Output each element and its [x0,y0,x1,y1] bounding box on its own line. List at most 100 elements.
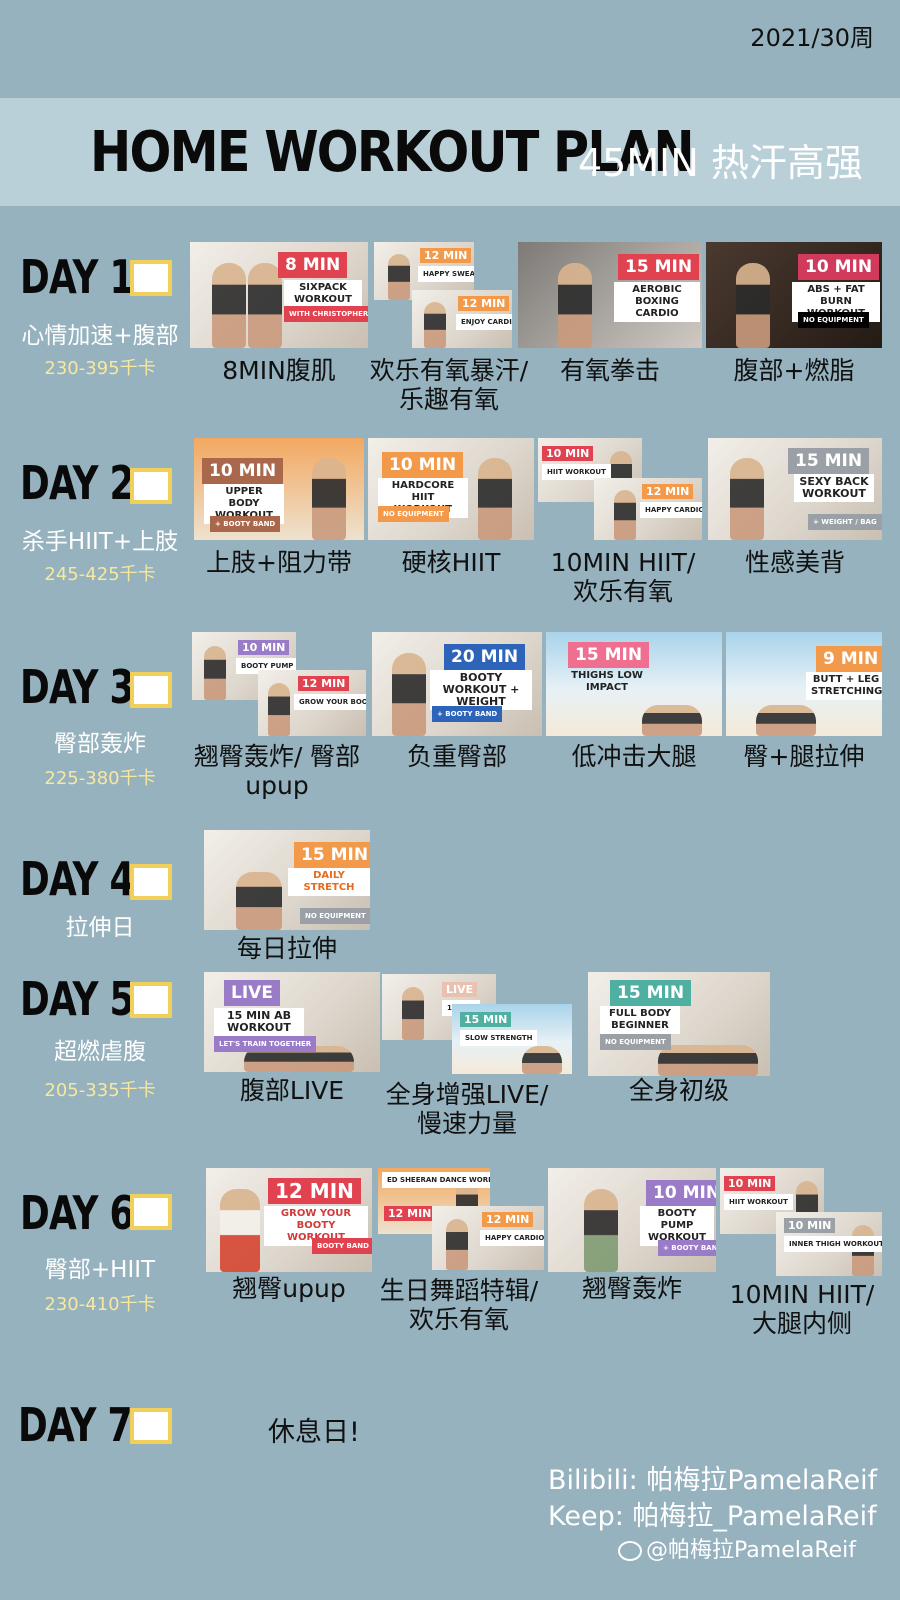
weibo-icon [618,1541,642,1561]
workout-extra: NO EQUIPMENT [300,908,370,924]
workout-tag: INNER THIGH WORKOUT [784,1236,882,1252]
duration-badge: 9 MIN [816,646,882,672]
workout-thumbnail[interactable]: 8 MIN SIXPACK WORKOUT WITH CHRISTOPHER [190,242,368,348]
day-theme: 心情加速+腹部 [21,323,179,349]
workout-thumbnail[interactable]: 15 MIN SLOW STRENGTH [452,1004,572,1074]
header-banner: HOME WORKOUT PLAN 45MIN 热汗高强 [0,98,900,206]
workout-tag: ED SHEERAN DANCE WORKOUT [382,1172,490,1188]
keep-credit: Keep: 帕梅拉_PamelaReif [548,1501,877,1532]
day-kcal: 225-380千卡 [44,768,156,789]
workout-extra: BOOTY BAND [312,1238,372,1254]
day-kcal: 230-395千卡 [44,358,156,379]
workout-caption: 全身增强LIVE/ 慢速力量 [385,1080,549,1138]
workout-thumbnail[interactable]: 15 MIN SEXY BACK WORKOUT + WEIGHT / BAG [708,438,882,540]
day-checkbox[interactable] [130,260,172,296]
workout-thumbnail[interactable]: 10 MIN INNER THIGH WORKOUT [776,1212,882,1276]
duration-badge: 10 MIN [202,458,284,484]
workout-caption: 10MIN HIIT/ 大腿内侧 [729,1280,875,1338]
workout-caption: 翘臀upup [232,1274,346,1303]
duration-badge: 10 MIN [724,1176,776,1191]
workout-thumbnail[interactable]: 10 MIN HIIT WORKOUT [538,438,642,502]
workout-tag: SIXPACK WORKOUT [284,280,362,308]
duration-badge: 12 MIN [268,1178,361,1204]
workout-extra: + BOOTY BAND [432,706,503,722]
workout-thumbnail[interactable]: 15 MIN AEROBIC BOXING CARDIO [518,242,702,348]
workout-thumbnail[interactable]: 12 MIN ENJOY CARDIO WORKOUT [412,290,512,348]
day-checkbox[interactable] [130,1408,172,1444]
day-theme: 杀手HIIT+上肢 [21,529,179,555]
workout-caption: 性感美背 [744,548,845,577]
workout-thumbnail[interactable]: 12 MIN HAPPY CARDIO WORKOUT [432,1206,544,1270]
duration-badge: 10 MIN [542,446,594,461]
workout-thumbnail[interactable]: 10 MIN UPPER BODY WORKOUT + BOOTY BAND [194,438,364,540]
duration-badge: 20 MIN [444,644,526,670]
duration-badge: 10 MIN [784,1218,836,1233]
duration-badge: 12 MIN [298,676,350,691]
workout-thumbnail[interactable]: 9 MIN BUTT + LEG STRETCHING [726,632,882,736]
workout-extra: NO EQUIPMENT [798,312,869,328]
day-label: DAY 5 [20,972,134,1026]
duration-badge: 10 MIN [238,640,290,655]
duration-badge: LIVE [224,980,280,1006]
workout-tag: HAPPY SWEAT WORKOUT [418,266,474,282]
workout-caption: 8MIN腹肌 [222,356,336,385]
workout-caption: 全身初级 [628,1076,729,1105]
duration-badge: 10 MIN [646,1180,716,1206]
day-checkbox[interactable] [130,982,172,1018]
duration-badge: 12 MIN [384,1206,436,1221]
workout-thumbnail[interactable]: LIVE 15 MIN AB WORKOUT LET'S TRAIN TOGET… [204,972,380,1072]
day-theme: 拉伸日 [65,915,135,941]
workout-extra: NO EQUIPMENT [378,506,449,522]
workout-thumbnail[interactable]: 15 MIN THIGHS LOW IMPACT [546,632,722,736]
page-title: HOME WORKOUT PLAN [90,120,695,185]
workout-extra: + BOOTY BAND [210,516,281,532]
workout-caption: 有氧拳击 [559,356,660,385]
workout-tag: SLOW STRENGTH [460,1030,538,1046]
workout-tag: HAPPY CARDIO WORKOUT [480,1230,544,1246]
workout-tag: GROW YOUR BOOTY WORKOUT [294,694,366,710]
workout-extra: + BOOTY BAND [658,1240,716,1256]
workout-extra: NO EQUIPMENT [600,1034,671,1050]
rest-day-text: 休息日! [268,1417,360,1448]
workout-caption: 臀+腿拉伸 [743,742,865,771]
workout-thumbnail[interactable]: 10 MIN ABS + FAT BURN WORKOUT NO EQUIPME… [706,242,882,348]
workout-extra: + WEIGHT / BAG [808,514,882,530]
day-label: DAY 4 [20,852,134,906]
workout-thumbnail[interactable]: 15 MIN FULL BODY BEGINNER NO EQUIPMENT [588,972,770,1076]
day-checkbox[interactable] [130,468,172,504]
workout-tag: FULL BODY BEGINNER [600,1006,680,1034]
duration-badge: 12 MIN [420,248,472,263]
day-checkbox[interactable] [130,1194,172,1230]
workout-tag: BOOTY WORKOUT + WEIGHT [430,670,532,710]
workout-tag: SEXY BACK WORKOUT [794,474,874,502]
duration-badge: 12 MIN [482,1212,534,1227]
workout-thumbnail[interactable]: 10 MIN BOOTY PUMP WORKOUT + BOOTY BAND [548,1168,716,1272]
workout-tag: HIIT WORKOUT [542,464,611,480]
day-label: DAY 1 [20,250,134,304]
workout-thumbnail[interactable]: 20 MIN BOOTY WORKOUT + WEIGHT + BOOTY BA… [372,632,542,736]
workout-thumbnail[interactable]: 12 MIN GROW YOUR BOOTY WORKOUT BOOTY BAN… [206,1168,372,1272]
duration-badge: 12 MIN [458,296,510,311]
weibo-watermark: @帕梅拉PamelaReif [618,1532,856,1564]
workout-caption: 硬核HIIT [401,548,501,577]
workout-extra: LET'S TRAIN TOGETHER [214,1036,317,1052]
duration-badge: 15 MIN [618,254,700,280]
workout-caption: 低冲击大腿 [571,742,697,771]
workout-tag: BUTT + LEG STRETCHING [806,672,882,700]
workout-thumbnail[interactable]: 15 MIN DAILY STRETCH NO EQUIPMENT [204,830,370,930]
workout-tag: HIIT WORKOUT [724,1194,793,1210]
workout-thumbnail[interactable]: 10 MIN HARDCORE HIIT WORKOUT NO EQUIPMEN… [368,438,534,540]
workout-tag: 15 MIN AB WORKOUT [214,1008,304,1036]
workout-thumbnail[interactable]: 12 MIN GROW YOUR BOOTY WORKOUT [258,670,366,736]
bilibili-credit: Bilibili: 帕梅拉PamelaReif [548,1465,878,1496]
duration-badge: 10 MIN [382,452,464,478]
page-subtitle: 45MIN 热汗高强 [578,141,863,185]
day-checkbox[interactable] [130,864,172,900]
workout-caption: 上肢+阻力带 [206,548,352,577]
day-kcal: 230-410千卡 [44,1294,156,1315]
workout-thumbnail[interactable]: 12 MIN HAPPY CARDIO WORKOUT [594,478,702,540]
day-checkbox[interactable] [130,672,172,708]
workout-tag: ENJOY CARDIO WORKOUT [456,314,512,330]
workout-tag: BOOTY PUMP WORKOUT [640,1206,714,1246]
workout-caption: 翘臀轰炸/ 臀部upup [193,742,361,800]
